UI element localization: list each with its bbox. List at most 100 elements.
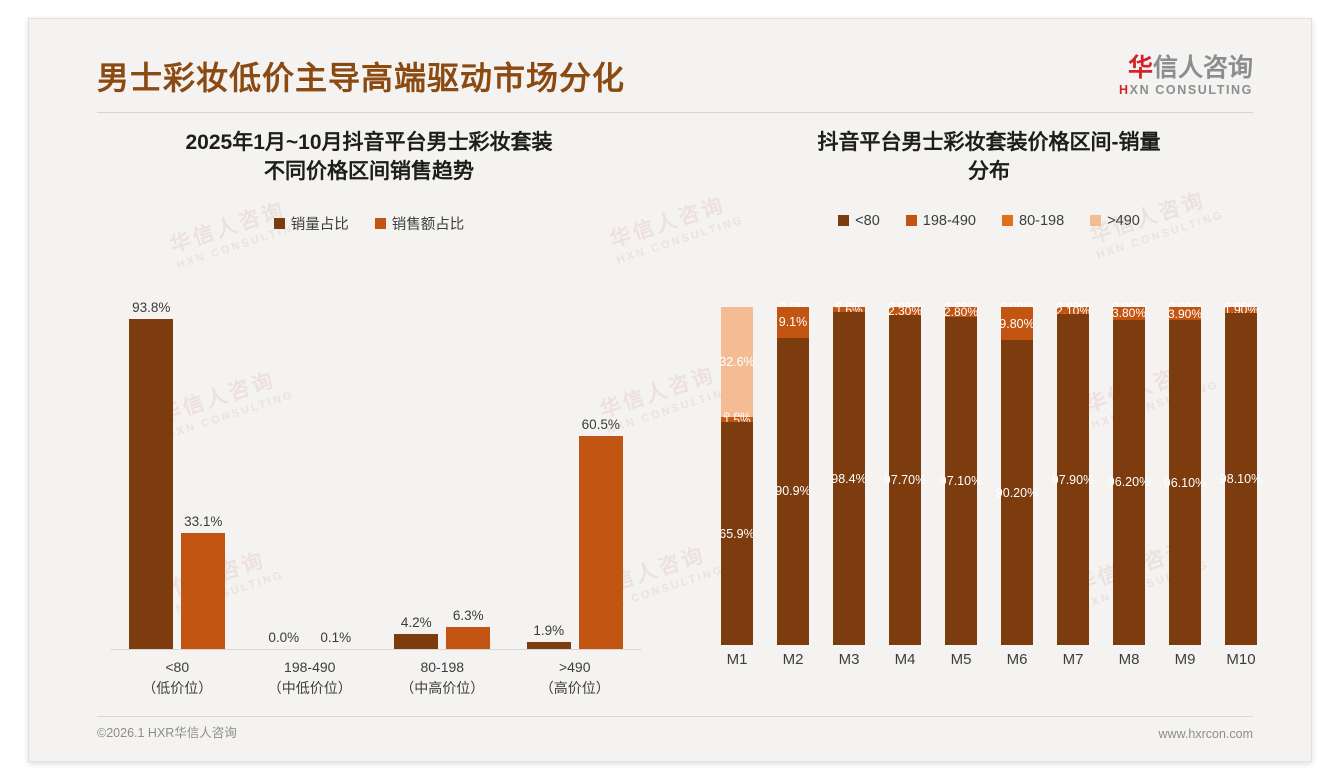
stack-segment: 9.80%	[999, 307, 1035, 341]
stack-segment: 2.30%	[888, 304, 922, 318]
logo-en-accent: H	[1119, 83, 1130, 98]
legend-label: 销售额占比	[391, 216, 465, 233]
x-axis-labels-left: <80 （低价位） 198-490 （中低价位） 80-198 （中高价位） >490 （高价…	[111, 657, 641, 717]
x-axis-label-range: >490	[558, 659, 591, 675]
stack-segment: 32.6%	[719, 307, 755, 418]
stack-segment-label: 97.90%	[1051, 472, 1095, 487]
bar	[394, 634, 439, 649]
stack-segment-label: 3.90%	[1167, 306, 1203, 321]
stacked-bar-column[interactable]: 0.0%0.0%9.1%90.9%	[775, 300, 811, 645]
x-axis-label: M8	[1118, 651, 1140, 668]
stacked-bar-column[interactable]: 0.00%0.00%3.80%96.20%	[1108, 300, 1150, 645]
x-axis-label-tier: （高价位）	[539, 680, 610, 696]
bar-column[interactable]: 6.3%	[446, 608, 491, 649]
logo-accent-char: 华	[1127, 54, 1153, 82]
bar-column[interactable]: 93.8%	[129, 300, 174, 649]
stacked-bar-column[interactable]: 0.00%0.00%3.90%96.10%	[1164, 300, 1206, 645]
chart-title-right: 抖音平台男士彩妆套装价格区间-销量 分布	[689, 129, 1289, 187]
chart-title-left-line1: 2025年1月~10月抖音平台男士彩妆套装	[185, 131, 553, 154]
legend-swatch-icon	[1090, 215, 1102, 227]
stack-segment: 98.4%	[831, 312, 867, 645]
logo-chinese-text: 华信人咨询	[1119, 55, 1253, 81]
page-title: 男士彩妆低价主导高端驱动市场分化	[97, 60, 626, 96]
stack-segment: 2.80%	[944, 305, 978, 319]
bar-column[interactable]: 1.9%	[526, 623, 571, 649]
legend-item[interactable]: <80	[838, 213, 880, 229]
bar-value-label: 6.3%	[452, 607, 484, 623]
logo-chinese-rest: 信人咨询	[1152, 54, 1253, 82]
x-axis-label: M2	[782, 651, 804, 668]
legend-label: <80	[855, 212, 880, 229]
chart-panel-right: 抖音平台男士彩妆套装价格区间-销量 分布 <80 198-490 80-198 >49…	[689, 129, 1289, 699]
legend-swatch-icon	[1002, 215, 1013, 227]
slide-canvas: 男士彩妆低价主导高端驱动市场分化 华信人咨询 HXN CONSULTING 华信…	[28, 18, 1312, 762]
x-axis-label: >490 （高价位）	[509, 657, 642, 699]
chart-title-left: 2025年1月~10月抖音平台男士彩妆套装 不同价格区间销售趋势	[69, 129, 669, 187]
x-axis-label-range: 80-198	[420, 659, 465, 675]
x-axis-label: M5	[950, 651, 972, 668]
stack-segment-label: 98.4%	[831, 471, 867, 486]
legend-swatch-icon	[838, 215, 850, 227]
stack-segment: 97.70%	[884, 314, 926, 645]
stack-segment-label: 32.6%	[719, 355, 755, 370]
bar-group: 4.2% 6.3%	[376, 297, 509, 649]
bar-value-label: 1.9%	[533, 623, 565, 639]
stack-segment-label: 2.10%	[1055, 303, 1091, 318]
x-axis-label: M1	[726, 651, 748, 668]
bar	[181, 532, 226, 649]
chart-legend-right: <80 198-490 80-198 >490	[689, 213, 1289, 229]
x-axis-label-tier: （中低价位）	[267, 680, 352, 696]
legend-label: 80-198	[1019, 212, 1065, 229]
bar	[526, 642, 571, 649]
x-axis-line-left	[111, 649, 641, 650]
legend-item[interactable]: >490	[1090, 213, 1140, 229]
legend-item[interactable]: 销售额占比	[374, 213, 465, 234]
slide-header: 男士彩妆低价主导高端驱动市场分化 华信人咨询 HXN CONSULTING	[29, 19, 1311, 115]
legend-swatch-icon	[905, 215, 917, 227]
stack-segment: 2.10%	[1056, 304, 1090, 318]
bar-value-label: 0.0%	[268, 630, 300, 645]
stack-segment-label: 96.10%	[1163, 475, 1207, 490]
bar	[578, 436, 623, 649]
stacked-bar-column[interactable]: 0.00%0.00%2.30%97.70%	[884, 300, 926, 645]
stacked-bar-column[interactable]: 0.0%0.0%1.6%98.4%	[831, 300, 867, 645]
bar-column[interactable]: 4.2%	[394, 615, 439, 649]
chart-title-right-line1: 抖音平台男士彩妆套装价格区间-销量	[817, 131, 1161, 154]
x-axis-label: M6	[1006, 651, 1028, 668]
logo-en-rest: XN CONSULTING	[1129, 83, 1253, 98]
legend-label: 销量占比	[290, 216, 349, 233]
footer-divider	[97, 716, 1253, 717]
stacked-bar-column[interactable]: 0.00%0.00%1.90%98.10%	[1220, 300, 1262, 645]
bar-value-label: 33.1%	[184, 513, 223, 529]
stack-segment-label: 9.80%	[999, 316, 1035, 331]
stacked-bar-column[interactable]: 0.00%0.00%2.10%97.90%	[1052, 300, 1094, 645]
stack-segment: 97.90%	[1052, 314, 1094, 645]
footer-website: www.hxrcon.com	[1158, 727, 1253, 741]
x-axis-label: M9	[1174, 651, 1196, 668]
x-axis-label: 80-198 （中高价位）	[376, 657, 509, 699]
x-axis-labels-right: M1 M2 M3 M4 M5 M6 M7 M8 M9 M10	[709, 651, 1269, 681]
legend-item[interactable]: 198-490	[905, 213, 976, 229]
stack-segment-label: 96.20%	[1107, 475, 1151, 490]
bar-column[interactable]: 60.5%	[578, 417, 623, 649]
bar	[129, 318, 174, 649]
legend-item[interactable]: 销量占比	[273, 213, 349, 234]
x-axis-label-range: 198-490	[284, 659, 336, 675]
stack-segment: 9.1%	[777, 307, 809, 338]
stacked-bar-column[interactable]: 0.00%0.10%2.80%97.10%	[940, 300, 982, 645]
bar-value-label: 4.2%	[400, 615, 432, 631]
legend-item[interactable]: 80-198	[1002, 213, 1064, 229]
stacked-bar-column[interactable]: 0.00%0.00%9.80%90.20%	[996, 300, 1038, 645]
x-axis-label: M10	[1226, 651, 1256, 668]
header-divider	[97, 112, 1253, 113]
stack-segment: 96.10%	[1164, 320, 1206, 645]
footer-copyright: ©2026.1 HXR华信人咨询	[97, 726, 237, 740]
stack-segment-label: 65.9%	[719, 526, 755, 541]
bar-column[interactable]: 33.1%	[181, 514, 226, 649]
x-axis-label-tier: （低价位）	[142, 680, 213, 696]
stack-segment: 90.9%	[775, 337, 811, 645]
stack-segment-label: 97.70%	[883, 472, 927, 487]
stacked-bar-column[interactable]: 32.6%0.0%1.5%65.9%	[719, 307, 755, 645]
x-axis-label: M3	[838, 651, 860, 668]
x-axis-label: 198-490 （中低价位）	[244, 657, 377, 699]
